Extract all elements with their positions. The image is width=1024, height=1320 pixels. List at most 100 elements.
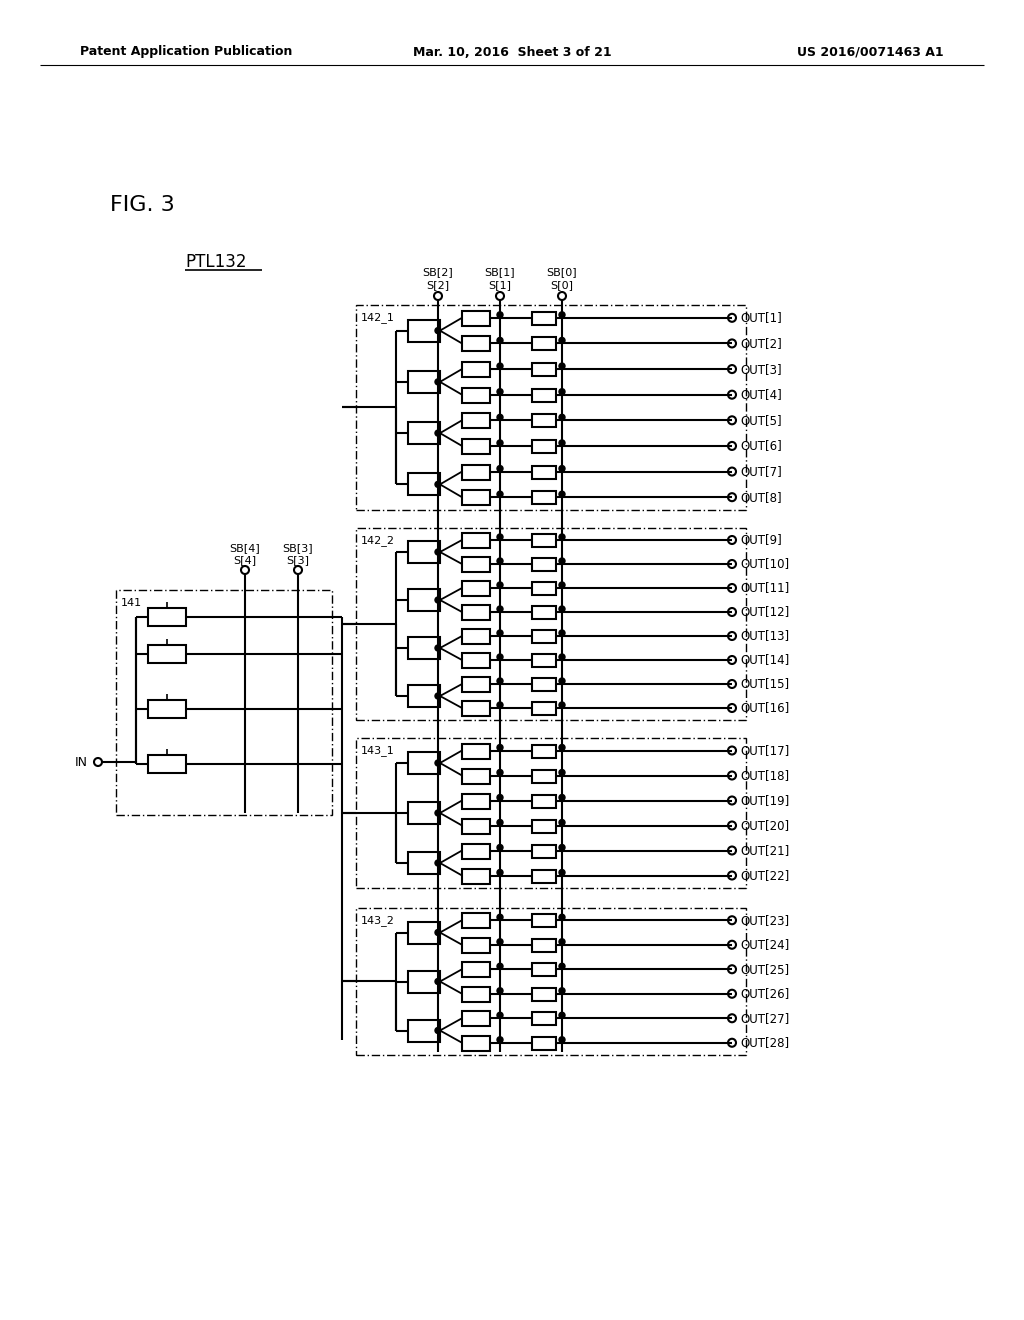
Bar <box>408 752 440 774</box>
Bar <box>532 466 556 479</box>
Text: OUT[19]: OUT[19] <box>740 795 790 807</box>
Bar <box>462 465 490 479</box>
Bar <box>462 913 490 928</box>
Circle shape <box>559 770 565 776</box>
Bar <box>532 795 556 808</box>
Text: OUT[27]: OUT[27] <box>740 1011 790 1024</box>
Circle shape <box>497 987 503 994</box>
Text: OUT[3]: OUT[3] <box>740 363 781 376</box>
Circle shape <box>559 491 565 498</box>
Bar <box>532 744 556 758</box>
Circle shape <box>497 388 503 395</box>
Circle shape <box>497 1012 503 1018</box>
Bar <box>148 700 186 718</box>
Bar <box>532 653 556 667</box>
Bar <box>532 388 556 401</box>
Bar <box>462 987 490 1002</box>
Bar <box>408 851 440 874</box>
Bar <box>462 653 490 668</box>
Text: OUT[5]: OUT[5] <box>740 413 781 426</box>
Text: OUT[8]: OUT[8] <box>740 491 781 504</box>
Circle shape <box>435 482 441 487</box>
Circle shape <box>497 312 503 318</box>
Text: OUT[2]: OUT[2] <box>740 337 781 350</box>
Circle shape <box>497 770 503 776</box>
Text: SB[1]: SB[1] <box>484 267 515 277</box>
Bar <box>356 528 746 719</box>
Bar <box>462 869 490 883</box>
Circle shape <box>497 795 503 800</box>
Circle shape <box>559 820 565 825</box>
Circle shape <box>435 549 441 554</box>
Bar <box>408 638 440 659</box>
Bar <box>408 589 440 611</box>
Text: OUT[14]: OUT[14] <box>740 653 790 667</box>
Bar <box>462 937 490 953</box>
Circle shape <box>435 379 441 385</box>
Circle shape <box>559 1036 565 1043</box>
Bar <box>462 630 490 644</box>
Bar <box>532 820 556 833</box>
Text: OUT[23]: OUT[23] <box>740 913 790 927</box>
Bar <box>408 371 440 393</box>
Text: OUT[20]: OUT[20] <box>740 818 790 832</box>
Bar <box>462 743 490 759</box>
Circle shape <box>497 466 503 471</box>
Circle shape <box>559 845 565 850</box>
Text: OUT[12]: OUT[12] <box>740 606 790 619</box>
Text: 142_1: 142_1 <box>361 313 395 323</box>
Bar <box>532 440 556 453</box>
Circle shape <box>559 678 565 684</box>
Bar <box>462 581 490 597</box>
Text: Mar. 10, 2016  Sheet 3 of 21: Mar. 10, 2016 Sheet 3 of 21 <box>413 45 611 58</box>
Circle shape <box>497 338 503 343</box>
Bar <box>462 440 490 454</box>
Circle shape <box>497 939 503 945</box>
Circle shape <box>435 929 441 936</box>
Circle shape <box>435 597 441 603</box>
Bar <box>462 337 490 351</box>
Circle shape <box>497 744 503 751</box>
Circle shape <box>497 630 503 636</box>
Bar <box>408 319 440 342</box>
Bar <box>532 363 556 376</box>
Bar <box>462 310 490 326</box>
Text: OUT[25]: OUT[25] <box>740 962 790 975</box>
Text: OUT[15]: OUT[15] <box>740 677 790 690</box>
Circle shape <box>559 987 565 994</box>
Circle shape <box>435 810 441 816</box>
Text: S[2]: S[2] <box>426 280 450 290</box>
Circle shape <box>559 606 565 612</box>
Circle shape <box>435 1027 441 1034</box>
Bar <box>532 414 556 428</box>
Bar <box>408 803 440 824</box>
Text: S[1]: S[1] <box>488 280 512 290</box>
Bar <box>462 533 490 548</box>
Circle shape <box>559 744 565 751</box>
Text: OUT[24]: OUT[24] <box>740 939 790 952</box>
Bar <box>408 921 440 944</box>
Bar <box>532 702 556 715</box>
Bar <box>532 915 556 927</box>
Text: 142_2: 142_2 <box>361 536 395 546</box>
Circle shape <box>559 915 565 920</box>
Bar <box>532 535 556 546</box>
Circle shape <box>497 414 503 420</box>
Circle shape <box>497 702 503 708</box>
Text: PTL132: PTL132 <box>185 253 247 271</box>
Bar <box>462 962 490 977</box>
Circle shape <box>497 582 503 587</box>
Circle shape <box>435 327 441 334</box>
Circle shape <box>435 693 441 700</box>
Circle shape <box>435 645 441 651</box>
Bar <box>408 970 440 993</box>
Circle shape <box>559 870 565 875</box>
Circle shape <box>559 440 565 446</box>
Circle shape <box>559 795 565 800</box>
Text: SB[0]: SB[0] <box>547 267 578 277</box>
Text: 143_2: 143_2 <box>361 916 395 927</box>
Text: OUT[22]: OUT[22] <box>740 869 790 882</box>
Text: OUT[10]: OUT[10] <box>740 557 790 570</box>
Bar <box>532 630 556 643</box>
Text: IN: IN <box>75 755 88 768</box>
